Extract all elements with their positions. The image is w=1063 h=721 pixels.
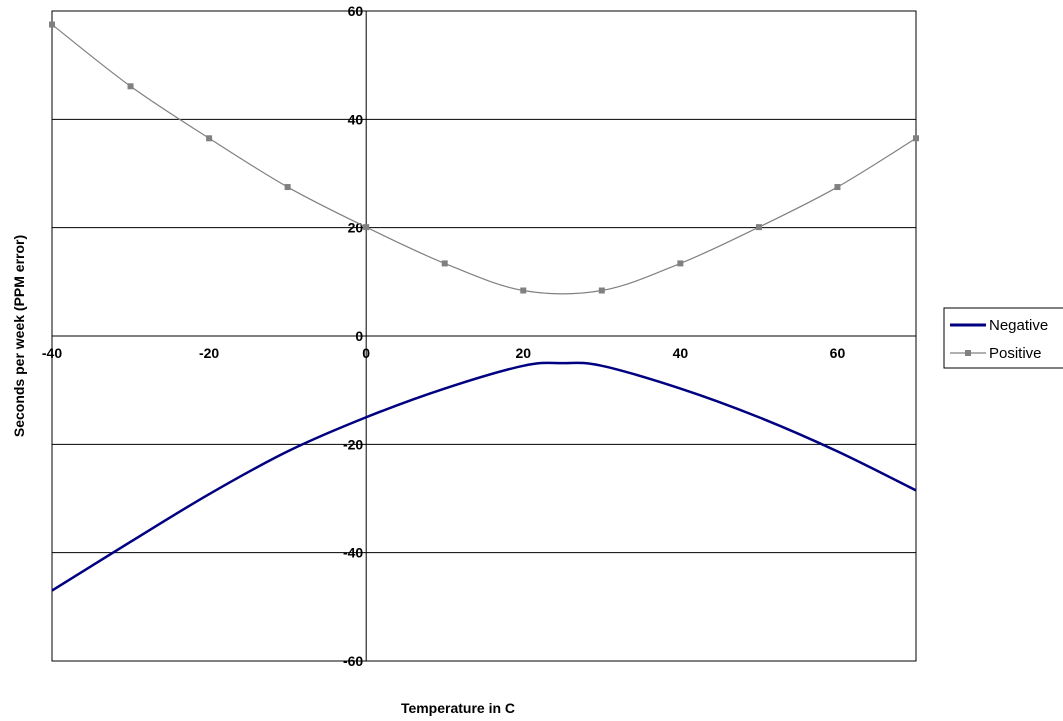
y-tick-label: 0: [355, 328, 363, 344]
data-point-positive: [598, 287, 605, 294]
legend-marker-positive: [965, 350, 971, 356]
data-point-positive: [834, 184, 841, 191]
data-point-positive: [755, 224, 762, 231]
y-tick-label: 40: [348, 111, 364, 127]
y-axis-title: Seconds per week (PPM error): [11, 235, 27, 437]
series-line-negative: [51, 361, 917, 592]
legend-label-negative: Negative: [989, 317, 1048, 334]
x-tick-label: -20: [199, 345, 219, 361]
x-tick-label: 0: [362, 345, 370, 361]
y-tick-label: 60: [348, 3, 364, 19]
data-point-positive: [206, 135, 213, 142]
x-axis-title: Temperature in C: [401, 700, 515, 716]
data-point-positive: [49, 21, 55, 28]
x-tick-label: 20: [515, 345, 531, 361]
y-tick-label: -20: [343, 436, 363, 452]
data-point-positive: [363, 224, 370, 231]
series-line-positive: [51, 24, 917, 295]
data-point-positive: [520, 287, 527, 294]
x-tick-label: 60: [830, 345, 846, 361]
data-point-positive: [127, 83, 134, 90]
data-point-positive: [441, 260, 448, 267]
x-tick-label: -40: [42, 345, 62, 361]
legend: Negative Positive: [943, 307, 1063, 369]
legend-box: [943, 307, 1063, 369]
y-tick-label: -60: [343, 653, 363, 669]
x-tick-label: 40: [673, 345, 689, 361]
data-point-positive: [677, 260, 684, 267]
legend-label-positive: Positive: [989, 345, 1042, 362]
data-point-positive: [284, 184, 291, 191]
data-point-positive: [913, 135, 919, 142]
y-tick-label: -40: [343, 545, 363, 561]
